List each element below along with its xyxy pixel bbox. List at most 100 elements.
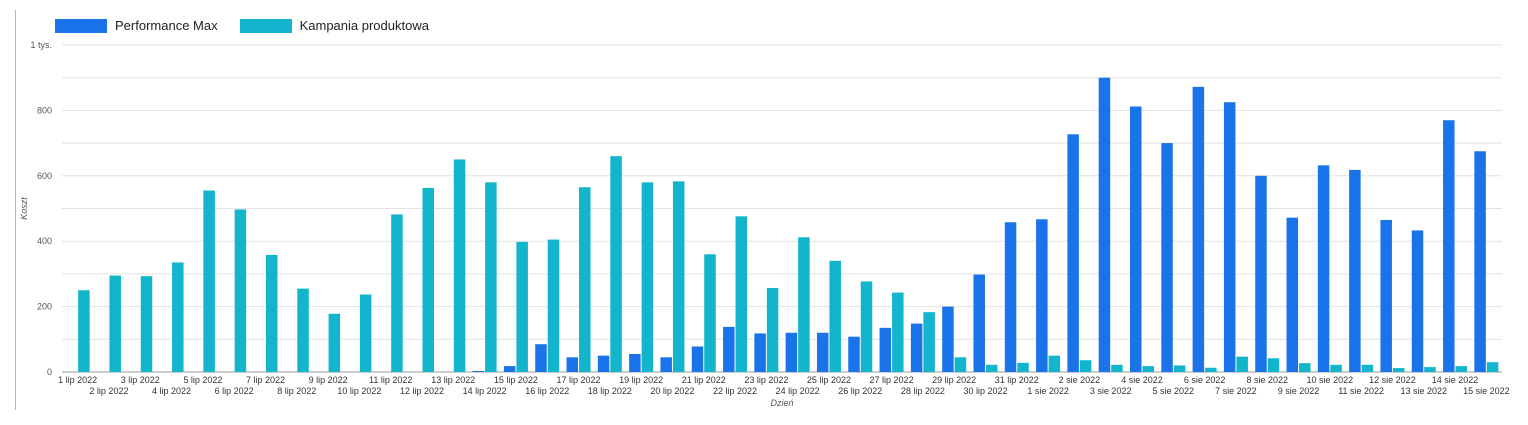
bar-performance-max[interactable] — [597, 355, 610, 372]
bar-kampania-produktowa[interactable] — [109, 275, 121, 372]
bar-performance-max[interactable] — [1223, 102, 1236, 372]
x-tick-label: 17 lip 2022 — [556, 375, 600, 385]
x-tick-label: 19 lip 2022 — [619, 375, 663, 385]
x-tick-label: 20 lip 2022 — [650, 386, 694, 396]
bar-performance-max[interactable] — [1098, 77, 1111, 372]
bar-kampania-produktowa[interactable] — [265, 254, 278, 372]
bar-performance-max[interactable] — [723, 326, 735, 372]
bar-kampania-produktowa[interactable] — [641, 182, 654, 372]
bar-kampania-produktowa[interactable] — [1330, 364, 1342, 372]
bar-kampania-produktowa[interactable] — [672, 181, 685, 372]
bar-performance-max[interactable] — [503, 366, 516, 372]
bar-kampania-produktowa[interactable] — [203, 190, 215, 372]
bar-kampania-produktowa[interactable] — [985, 364, 998, 372]
bar-performance-max[interactable] — [1036, 219, 1048, 372]
x-tick-label: 28 lip 2022 — [901, 386, 945, 396]
bar-kampania-produktowa[interactable] — [1424, 367, 1436, 372]
y-tick-label: 600 — [37, 171, 52, 181]
legend-item-kampania-produktowa[interactable]: Kampania produktowa — [239, 18, 429, 33]
bar-kampania-produktowa[interactable] — [1486, 362, 1499, 372]
y-tick-label: 1 tys. — [30, 40, 52, 50]
bar-kampania-produktowa[interactable] — [798, 237, 810, 372]
bar-performance-max[interactable] — [1255, 175, 1267, 372]
bar-kampania-produktowa[interactable] — [579, 187, 591, 372]
bar-kampania-produktowa[interactable] — [297, 288, 309, 372]
bar-kampania-produktowa[interactable] — [892, 292, 904, 372]
bar-kampania-produktowa[interactable] — [1236, 356, 1248, 372]
x-tick-label: 18 lip 2022 — [588, 386, 632, 396]
bar-performance-max[interactable] — [691, 346, 704, 372]
bar-kampania-produktowa[interactable] — [1455, 366, 1468, 372]
bar-performance-max[interactable] — [1443, 120, 1455, 373]
bar-performance-max[interactable] — [1380, 219, 1392, 372]
bar-performance-max[interactable] — [1317, 165, 1330, 372]
bar-performance-max[interactable] — [1004, 222, 1017, 372]
x-tick-label: 15 sie 2022 — [1463, 386, 1510, 396]
bar-kampania-produktowa[interactable] — [766, 287, 779, 372]
bar-performance-max[interactable] — [660, 357, 672, 372]
x-tick-label: 8 lip 2022 — [277, 386, 316, 396]
bar-performance-max[interactable] — [1349, 169, 1361, 372]
bar-kampania-produktowa[interactable] — [453, 159, 466, 372]
bar-kampania-produktowa[interactable] — [391, 214, 403, 372]
x-tick-label: 13 sie 2022 — [1400, 386, 1447, 396]
bar-kampania-produktowa[interactable] — [547, 239, 560, 372]
bar-kampania-produktowa[interactable] — [1173, 365, 1186, 372]
bar-performance-max[interactable] — [472, 371, 485, 372]
bar-kampania-produktowa[interactable] — [422, 187, 435, 372]
bar-kampania-produktowa[interactable] — [1111, 364, 1123, 372]
bar-kampania-produktowa[interactable] — [923, 312, 935, 372]
bar-kampania-produktowa[interactable] — [78, 290, 90, 372]
legend-swatch-kampania-produktowa — [239, 18, 292, 33]
bar-kampania-produktowa[interactable] — [172, 262, 184, 372]
bar-kampania-produktowa[interactable] — [1299, 363, 1311, 372]
bar-performance-max[interactable] — [1161, 143, 1173, 372]
bar-kampania-produktowa[interactable] — [1392, 368, 1405, 372]
bar-performance-max[interactable] — [816, 332, 829, 372]
legend-item-performance-max[interactable]: Performance Max — [55, 18, 218, 33]
bar-performance-max[interactable] — [942, 306, 954, 372]
bar-kampania-produktowa[interactable] — [1017, 362, 1029, 372]
bar-performance-max[interactable] — [879, 327, 892, 372]
bar-performance-max[interactable] — [1130, 106, 1142, 372]
x-tick-label: 3 lip 2022 — [121, 375, 160, 385]
bar-kampania-produktowa[interactable] — [234, 209, 247, 372]
bar-kampania-produktowa[interactable] — [735, 216, 748, 372]
bar-performance-max[interactable] — [535, 344, 547, 372]
bar-kampania-produktowa[interactable] — [1079, 360, 1092, 372]
bar-kampania-produktowa[interactable] — [704, 254, 716, 372]
bar-kampania-produktowa[interactable] — [1205, 367, 1217, 372]
bar-kampania-produktowa[interactable] — [359, 294, 372, 372]
bar-performance-max[interactable] — [785, 332, 798, 372]
bar-performance-max[interactable] — [848, 336, 860, 372]
bar-performance-max[interactable] — [566, 357, 579, 372]
bar-kampania-produktowa[interactable] — [954, 357, 967, 372]
bar-performance-max[interactable] — [1474, 151, 1486, 372]
y-axis-title: Koszt — [19, 197, 29, 220]
bar-performance-max[interactable] — [1286, 217, 1299, 372]
bar-kampania-produktowa[interactable] — [860, 281, 873, 372]
x-tick-label: 21 lip 2022 — [682, 375, 726, 385]
bar-kampania-produktowa[interactable] — [1048, 355, 1061, 372]
x-tick-label: 4 sie 2022 — [1121, 375, 1163, 385]
x-tick-label: 5 lip 2022 — [183, 375, 222, 385]
bar-kampania-produktowa[interactable] — [1142, 366, 1155, 372]
bar-performance-max[interactable] — [973, 274, 985, 372]
bar-performance-max[interactable] — [1192, 86, 1205, 372]
x-tick-label: 5 sie 2022 — [1153, 386, 1195, 396]
bar-performance-max[interactable] — [754, 333, 766, 372]
bar-kampania-produktowa[interactable] — [516, 241, 528, 372]
bar-performance-max[interactable] — [910, 323, 923, 372]
bar-kampania-produktowa[interactable] — [140, 276, 153, 372]
x-tick-label: 23 lip 2022 — [744, 375, 788, 385]
bar-kampania-produktowa[interactable] — [1267, 358, 1280, 372]
bar-performance-max[interactable] — [1411, 230, 1424, 372]
bar-kampania-produktowa[interactable] — [328, 313, 341, 372]
bar-kampania-produktowa[interactable] — [485, 182, 497, 372]
bar-kampania-produktowa[interactable] — [829, 260, 841, 372]
bar-kampania-produktowa[interactable] — [1361, 364, 1374, 372]
bar-performance-max[interactable] — [1067, 134, 1079, 372]
bar-kampania-produktowa[interactable] — [610, 156, 622, 372]
bar-performance-max[interactable] — [629, 354, 641, 372]
